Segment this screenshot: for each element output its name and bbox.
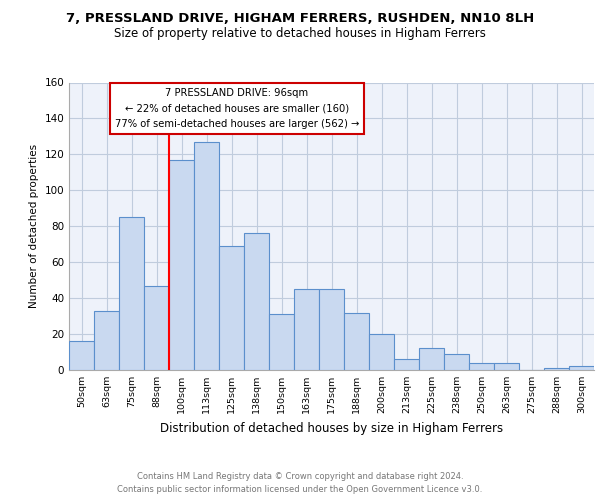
Bar [444, 354, 469, 370]
Bar [469, 363, 494, 370]
Bar [219, 246, 244, 370]
X-axis label: Distribution of detached houses by size in Higham Ferrers: Distribution of detached houses by size … [160, 422, 503, 434]
Bar [194, 142, 219, 370]
Text: 7 PRESSLAND DRIVE: 96sqm
← 22% of detached houses are smaller (160)
77% of semi-: 7 PRESSLAND DRIVE: 96sqm ← 22% of detach… [115, 88, 359, 130]
Text: 7, PRESSLAND DRIVE, HIGHAM FERRERS, RUSHDEN, NN10 8LH: 7, PRESSLAND DRIVE, HIGHAM FERRERS, RUSH… [66, 12, 534, 26]
Bar [394, 359, 419, 370]
Bar [169, 160, 194, 370]
Bar [494, 363, 519, 370]
Bar [369, 334, 394, 370]
Bar [119, 218, 144, 370]
Bar [344, 312, 369, 370]
Bar [569, 366, 594, 370]
Text: Contains HM Land Registry data © Crown copyright and database right 2024.: Contains HM Land Registry data © Crown c… [137, 472, 463, 481]
Text: Contains public sector information licensed under the Open Government Licence v3: Contains public sector information licen… [118, 485, 482, 494]
Bar [319, 289, 344, 370]
Bar [419, 348, 444, 370]
Bar [269, 314, 294, 370]
Bar [69, 341, 94, 370]
Bar [294, 289, 319, 370]
Bar [144, 286, 169, 370]
Text: Size of property relative to detached houses in Higham Ferrers: Size of property relative to detached ho… [114, 28, 486, 40]
Bar [244, 234, 269, 370]
Y-axis label: Number of detached properties: Number of detached properties [29, 144, 39, 308]
Bar [94, 310, 119, 370]
Bar [544, 368, 569, 370]
